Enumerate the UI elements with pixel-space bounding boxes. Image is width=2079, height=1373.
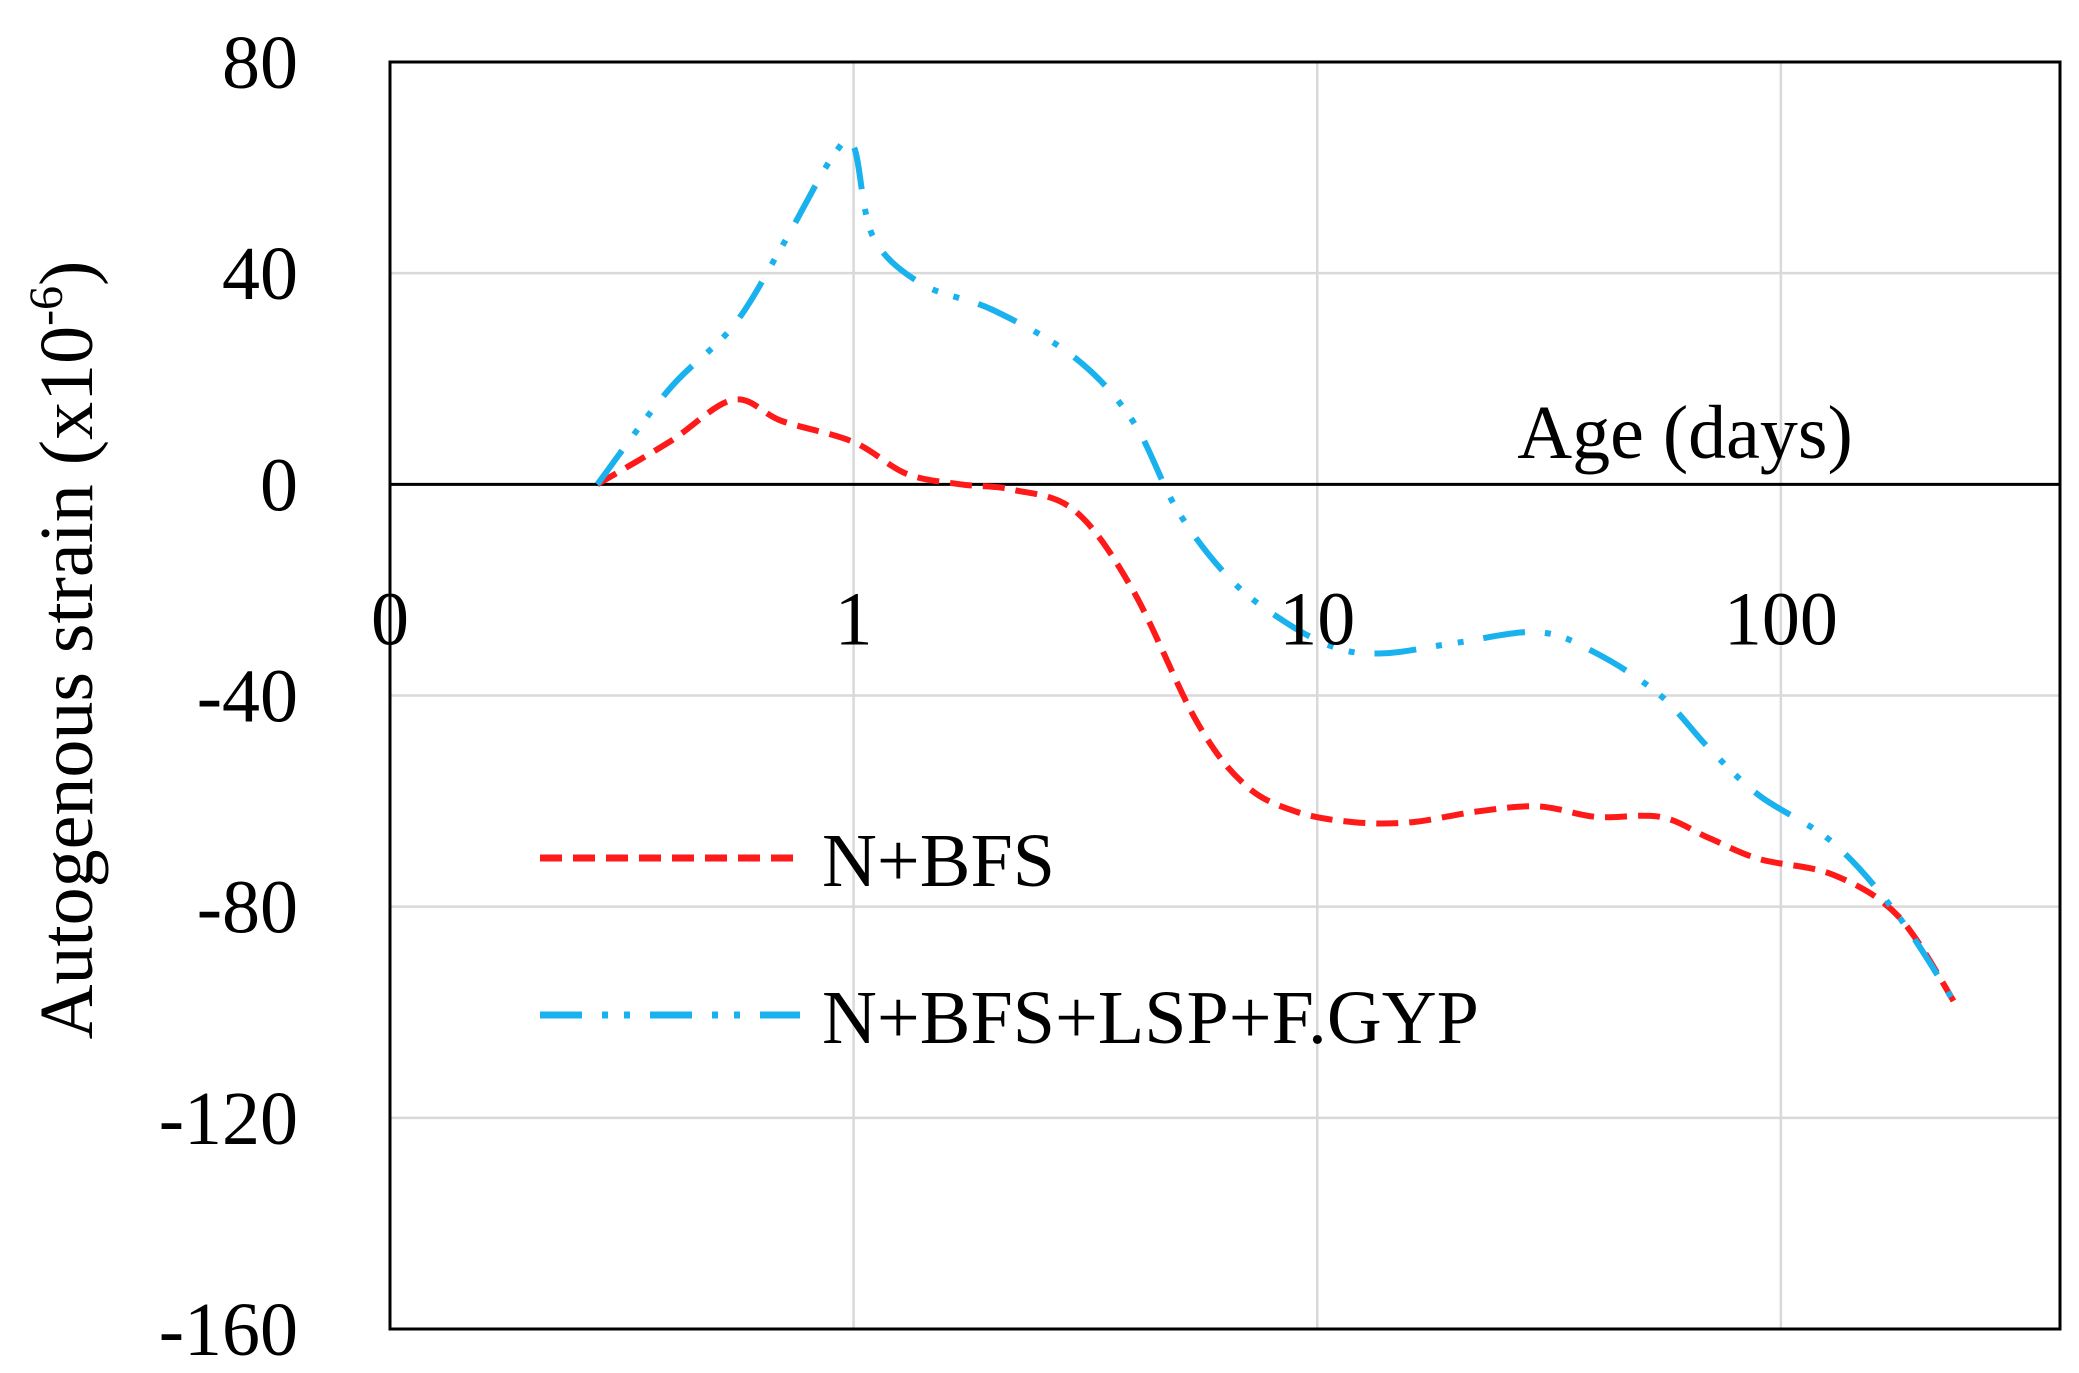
y-axis-title-close: ) [25,261,109,286]
x-tick-label: 0 [371,577,409,661]
x-tick-label: 10 [1279,577,1355,661]
series-line-1 [594,136,1960,1009]
x-tick-labels: 0 1 10 100 [371,577,1838,661]
y-tick-label: -160 [159,1288,298,1372]
grid [388,60,2060,1331]
legend: N+BFS N+BFS+LSP+F.GYP [540,819,1479,1060]
x-tick-label: 100 [1724,577,1838,661]
y-tick-label: 0 [260,443,298,527]
y-tick-label: -40 [197,655,298,739]
series-line-0 [595,396,1960,1009]
y-tick-label: -120 [159,1077,298,1161]
y-tick-labels: 80 40 0 -40 -80 -120 -160 [159,21,298,1372]
y-tick-label: 40 [222,232,298,316]
y-tick-label: 80 [222,21,298,105]
legend-label-n-bfs: N+BFS [822,819,1055,903]
y-tick-label: -80 [197,866,298,950]
y-axis-title-superscript: -6 [20,286,73,326]
legend-label-n-bfs-lsp-fgyp: N+BFS+LSP+F.GYP [822,976,1479,1060]
series-layer [594,136,1960,1009]
plot-frame [388,60,2062,1331]
y-axis-title: Autogenous strain (x10-6) [20,261,109,1040]
x-axis-title: Age (days) [1517,391,1853,475]
x-tick-label: 1 [835,577,873,661]
